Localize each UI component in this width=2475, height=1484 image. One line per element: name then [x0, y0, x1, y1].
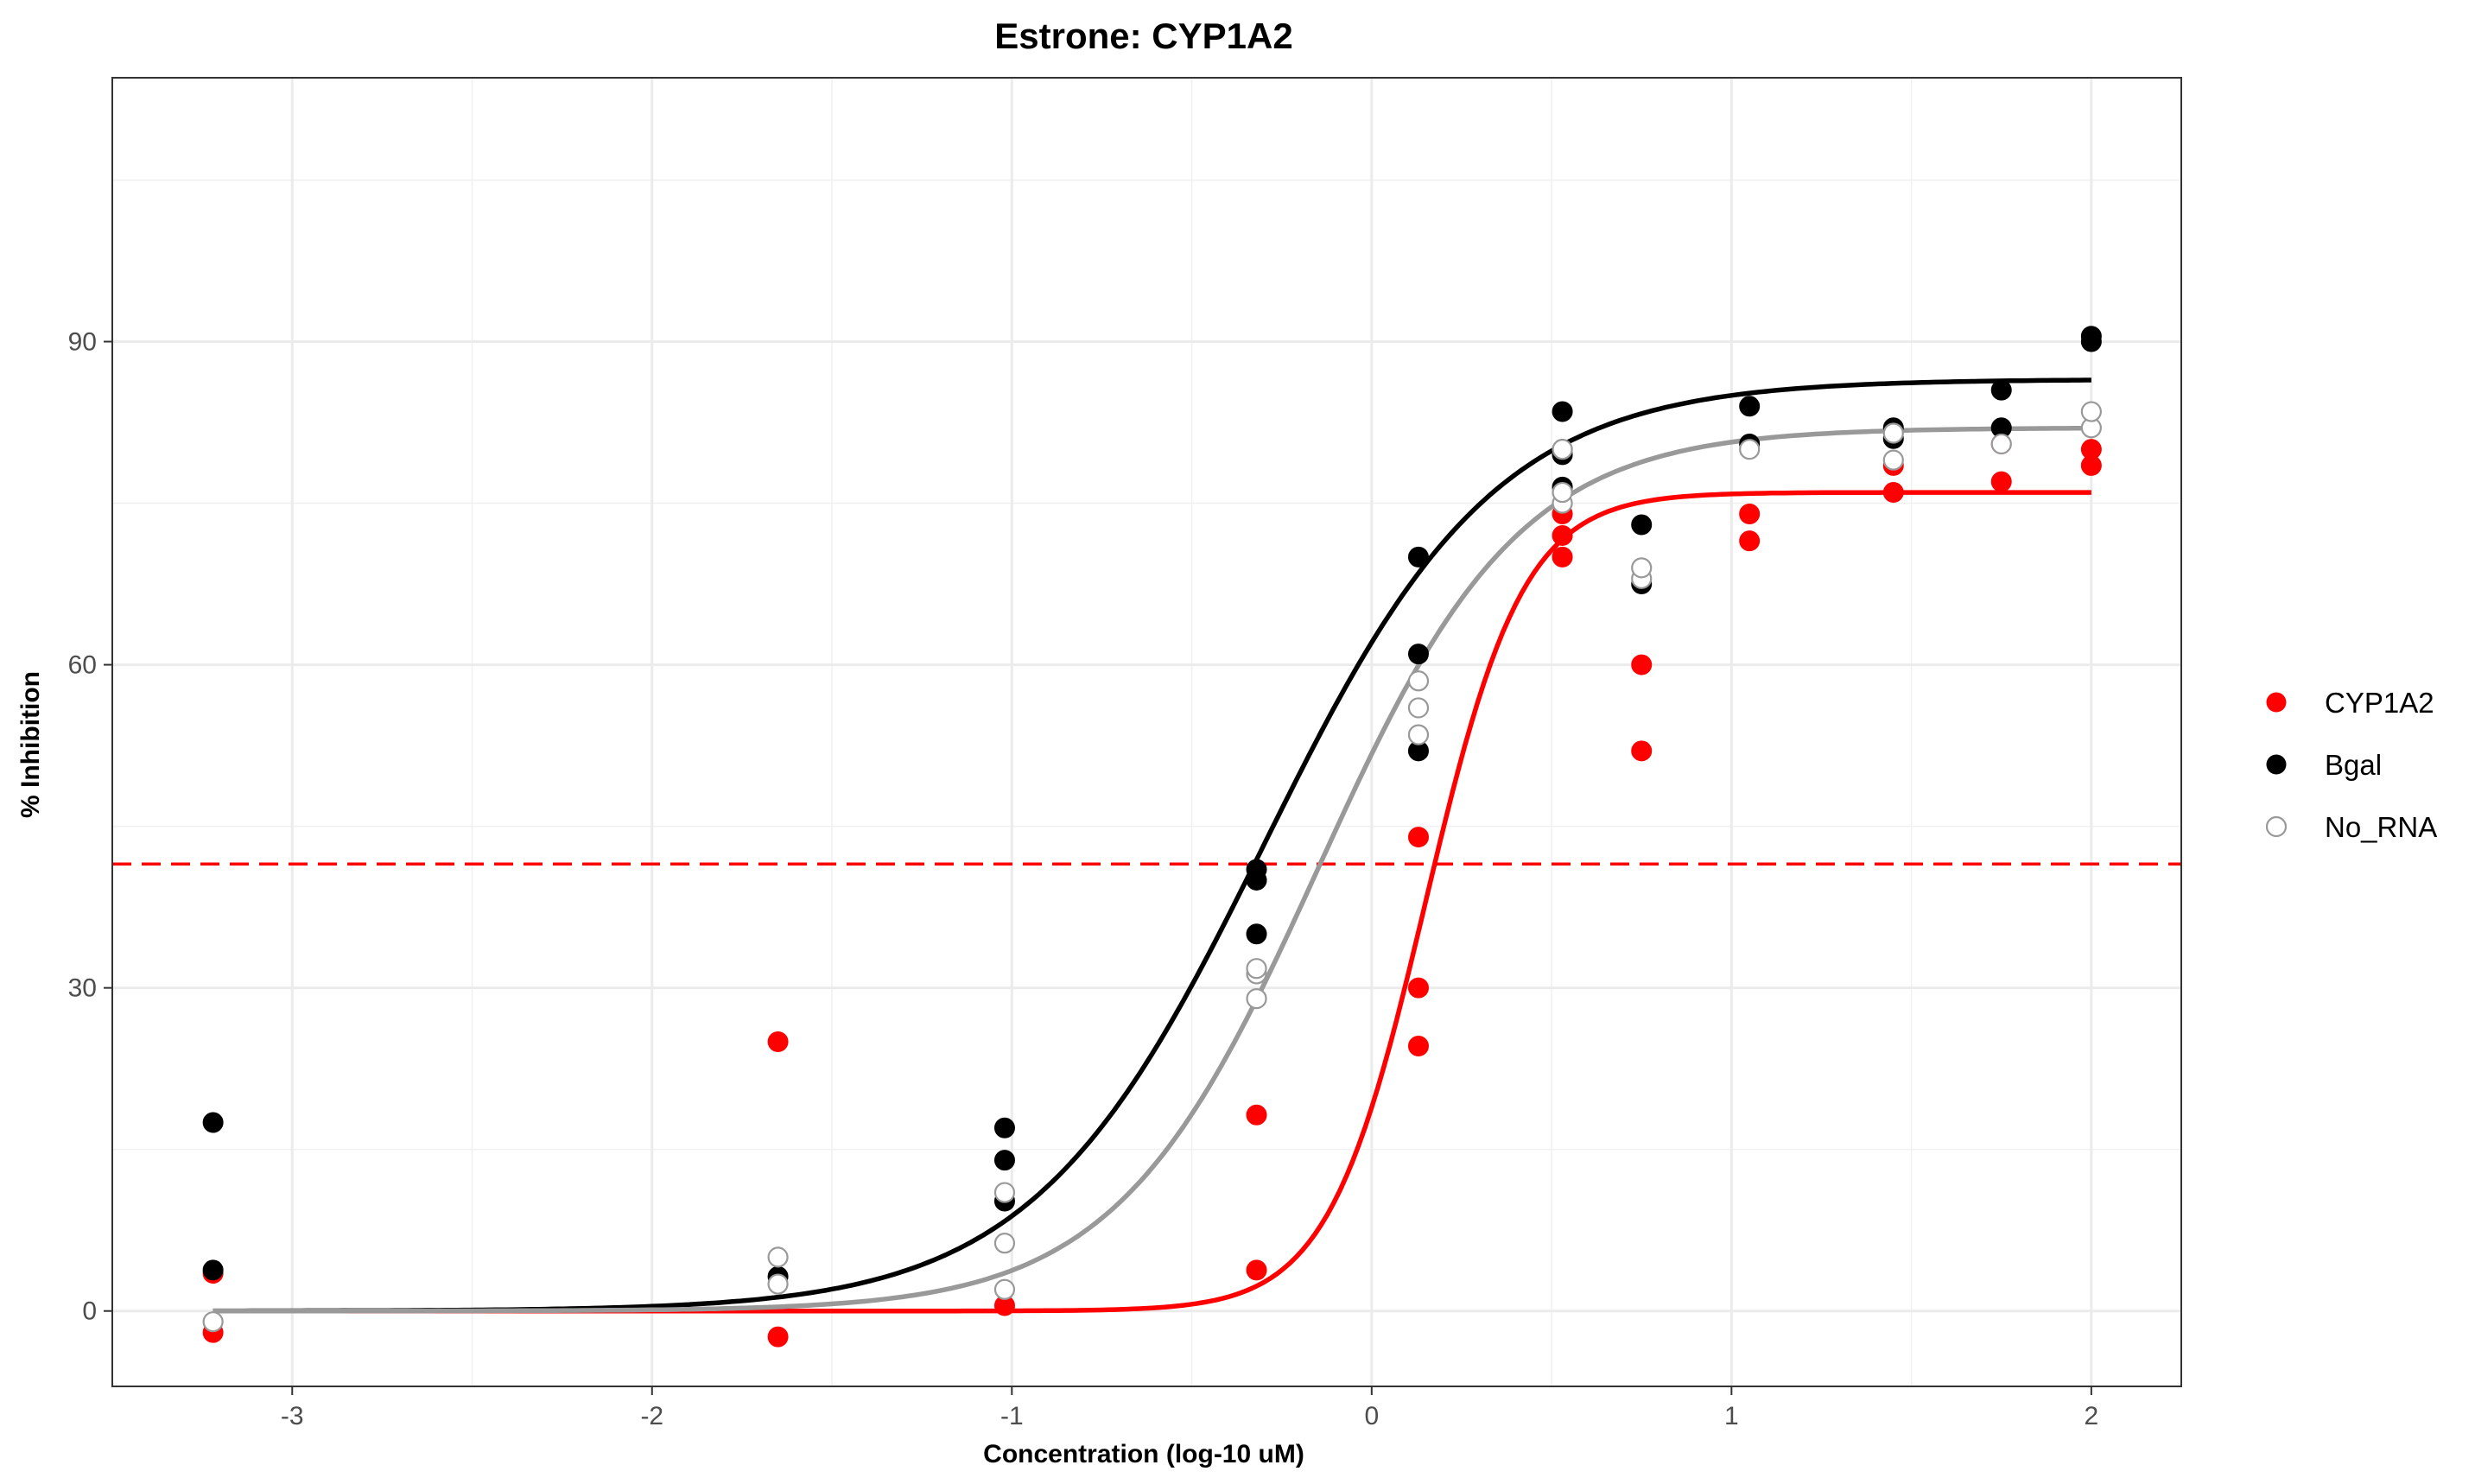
data-point-no-rna: [767, 1273, 789, 1295]
legend: CYP1A2 Bgal No_RNA: [2265, 687, 2437, 843]
data-point-no-rna: [1407, 670, 1430, 692]
data-points: [202, 326, 2102, 1348]
data-point-cyp1a2: [1990, 471, 2012, 492]
fitted-curves: [213, 377, 2091, 1314]
legend-key-bgal: [2266, 754, 2287, 775]
data-point-no-rna: [993, 1233, 1016, 1254]
data-point-bgal: [1407, 644, 1429, 665]
y-axis-title: % Inhibition: [16, 671, 45, 818]
data-point-no-rna: [1407, 697, 1430, 719]
data-point-no-rna: [1246, 988, 1267, 1010]
legend-label-cyp1a2: CYP1A2: [2325, 687, 2434, 719]
legend-key-no-rna: [2265, 815, 2288, 838]
data-point-cyp1a2: [1739, 530, 1761, 552]
x-tick-label: 0: [1364, 1402, 1379, 1430]
y-axis-ticks: 0 30 60 90: [68, 327, 112, 1326]
x-axis-title: Concentration (log-10 uM): [983, 1440, 1304, 1468]
data-point-cyp1a2: [1739, 504, 1761, 524]
data-point-no-rna: [1246, 958, 1267, 980]
data-point-cyp1a2: [1407, 977, 1429, 999]
data-point-no-rna: [1739, 439, 1761, 460]
data-point-bgal: [993, 1117, 1015, 1138]
data-point-bgal: [1631, 514, 1653, 536]
data-point-no-rna: [1882, 449, 1904, 471]
data-point-no-rna: [1552, 481, 1573, 504]
fit-curve-cyp1a2: [213, 490, 2091, 1314]
data-point-bgal: [1407, 546, 1429, 568]
data-point-bgal: [1246, 859, 1267, 880]
y-tick-label: 90: [68, 327, 97, 356]
data-point-cyp1a2: [1631, 654, 1653, 675]
data-point-cyp1a2: [1631, 740, 1653, 762]
data-point-no-rna: [1631, 557, 1653, 579]
data-point-bgal: [993, 1150, 1015, 1171]
data-point-no-rna: [2080, 401, 2102, 422]
x-axis-ticks: -3 -2 -1 0 1 2: [281, 1386, 2098, 1430]
legend-key-cyp1a2: [2266, 692, 2287, 713]
legend-label-no-rna: No_RNA: [2325, 811, 2437, 843]
data-point-cyp1a2: [1882, 482, 1904, 504]
data-point-bgal: [1739, 396, 1761, 417]
data-point-no-rna: [993, 1278, 1016, 1300]
data-point-no-rna: [1990, 433, 2012, 455]
data-point-no-rna: [1407, 724, 1430, 745]
data-point-bgal: [202, 1112, 224, 1133]
data-point-bgal: [1552, 401, 1573, 422]
data-point-cyp1a2: [1552, 524, 1573, 546]
legend-label-bgal: Bgal: [2325, 749, 2382, 781]
data-point-no-rna: [993, 1182, 1016, 1203]
data-point-bgal: [202, 1259, 224, 1281]
data-point-no-rna: [767, 1246, 789, 1268]
data-point-bgal: [1990, 379, 2012, 401]
data-point-cyp1a2: [2080, 439, 2102, 460]
data-point-cyp1a2: [1552, 546, 1573, 568]
data-point-bgal: [1246, 923, 1267, 945]
x-tick-label: -2: [640, 1402, 663, 1430]
data-point-cyp1a2: [1246, 1104, 1267, 1126]
plot-panel-border: [111, 77, 2182, 1387]
y-tick-label: 60: [68, 651, 97, 680]
data-point-bgal: [2080, 326, 2102, 347]
y-tick-label: 0: [82, 1297, 97, 1326]
chart-title: Estrone: CYP1A2: [994, 16, 1292, 56]
data-point-no-rna: [1882, 422, 1904, 444]
fit-curve-no-rna: [213, 425, 2091, 1314]
grid-lines: [112, 78, 2181, 1386]
data-point-cyp1a2: [767, 1326, 789, 1348]
data-point-cyp1a2: [1407, 1035, 1429, 1056]
data-point-cyp1a2: [1246, 1259, 1267, 1281]
data-point-cyp1a2: [1407, 827, 1429, 848]
data-point-no-rna: [1552, 439, 1573, 460]
y-tick-label: 30: [68, 974, 97, 1003]
data-point-cyp1a2: [767, 1031, 789, 1052]
x-tick-label: -1: [1000, 1402, 1024, 1430]
data-point-no-rna: [202, 1311, 224, 1333]
x-tick-label: 1: [1724, 1402, 1739, 1430]
x-tick-label: 2: [2085, 1402, 2099, 1430]
x-tick-label: -3: [281, 1402, 304, 1430]
